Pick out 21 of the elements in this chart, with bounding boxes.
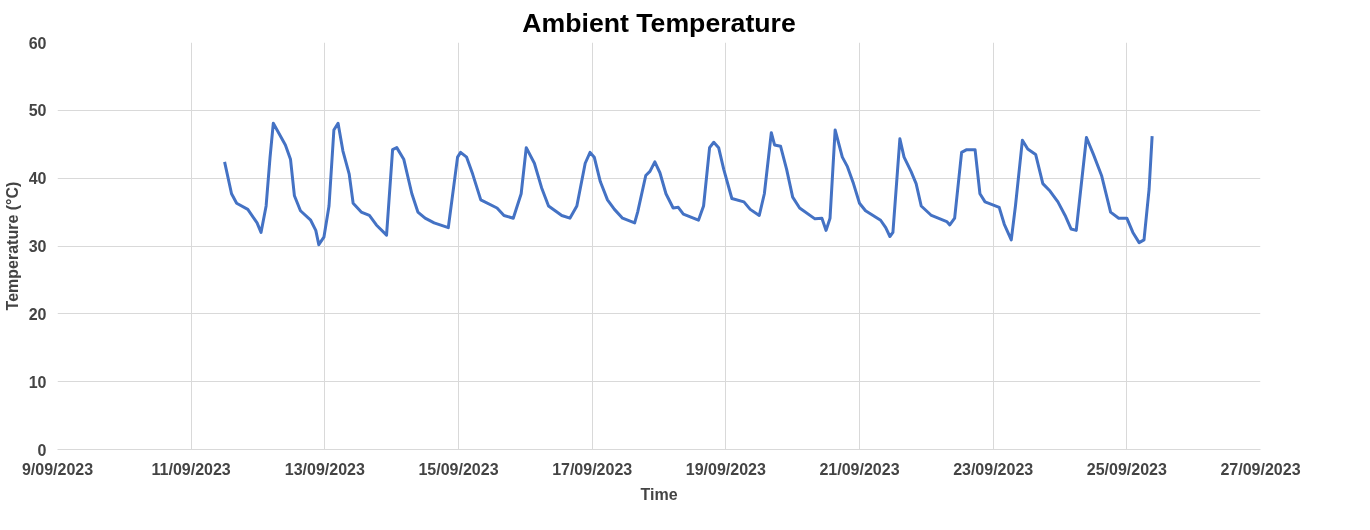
- x-tick-label: 17/09/2023: [552, 460, 633, 478]
- x-tick-label: 27/09/2023: [1220, 460, 1301, 478]
- x-tick-label: 23/09/2023: [953, 460, 1034, 478]
- line-series: [223, 121, 1154, 247]
- y-axis-title: Temperature (°C): [3, 181, 21, 311]
- x-tick-label: 11/09/2023: [151, 460, 231, 478]
- y-tick-label: 30: [28, 238, 47, 255]
- y-tick-label: 0: [37, 441, 47, 459]
- x-tick-label: 9/09/2023: [21, 460, 94, 478]
- y-tick-label: 50: [28, 102, 47, 120]
- x-axis-title: Time: [640, 485, 678, 503]
- chart-title: Ambient Temperature: [522, 7, 796, 38]
- y-tick-label: 60: [28, 34, 47, 52]
- x-tick-label: 21/09/2023: [819, 460, 900, 478]
- x-tick-label: 19/09/2023: [685, 460, 766, 478]
- x-tick-label: 13/09/2023: [284, 460, 365, 478]
- y-tick-label: 40: [28, 170, 47, 188]
- x-tick-label: 15/09/2023: [418, 460, 499, 478]
- y-tick-label: 20: [28, 305, 47, 323]
- y-tick-label: 10: [28, 373, 47, 391]
- x-tick-label: 25/09/2023: [1086, 460, 1167, 478]
